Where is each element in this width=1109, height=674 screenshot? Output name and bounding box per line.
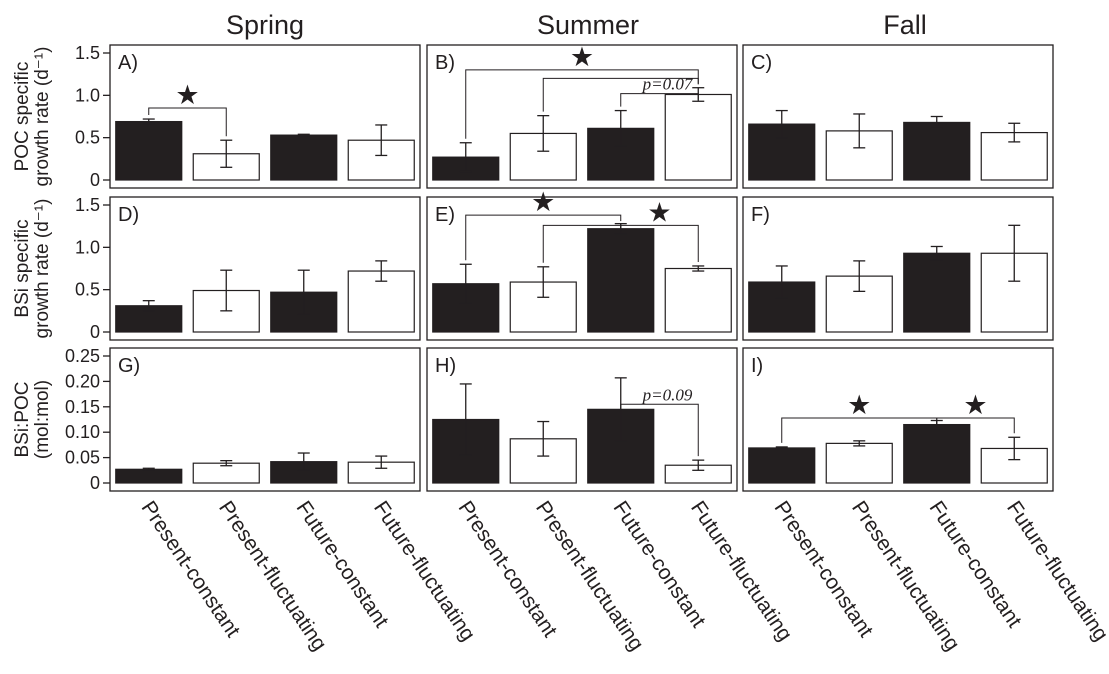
row-ylabel-line: growth rate (d⁻¹) [32,47,53,187]
panel-frame [109,196,421,341]
panel-d: D) [109,196,421,341]
row-ylabel-line: POC specific [12,62,33,172]
panel-c: C) [742,44,1054,189]
significance-star: ★ [647,197,671,227]
bar-present-fluctuating [825,442,893,484]
panel-label: I) [751,355,763,377]
p-value-label: p=0.07 [642,75,694,94]
y-tick-label: 0.5 [75,128,100,148]
panel-label: F) [751,204,770,226]
panel-label: A) [118,52,138,74]
y-tick-label: 0.10 [65,422,100,442]
season-title-spring: Spring [226,10,304,40]
bar-future-fluctuating [664,267,732,333]
y-tick-label: 0.20 [65,371,100,391]
panel-a: A) ★ [109,44,421,189]
panel-label: D) [118,204,139,226]
y-tick-label: 1.5 [75,43,100,63]
panel-e: E) ★ ★ [426,187,738,341]
panel-g: G) [109,347,421,492]
y-tick-label: 1.0 [75,85,100,105]
y-tick-label: 0 [90,322,100,342]
p-value-label: p=0.09 [642,385,693,404]
panel-label: C) [751,52,772,74]
panel-frame [742,44,1054,189]
bar-future-fluctuating [347,139,415,181]
panel-frame [426,44,738,189]
y-axis-row-2: 0 0.5 1.0 1.5 [75,195,110,342]
bar-future-fluctuating [664,93,732,181]
season-titles: Spring Summer Fall [226,10,927,40]
significance-bracket [936,417,1015,434]
row-ylabel-line: growth rate (d⁻¹) [32,199,53,339]
significance-star: ★ [963,390,987,420]
panel-frame [109,44,421,189]
row-ylabel-1: POC specific growth rate (d⁻¹) [12,47,53,187]
bar-future-constant [903,423,971,484]
season-title-summer: Summer [537,10,639,40]
significance-bracket [465,214,622,261]
row-ylabel-line: (mol:mol) [32,380,53,459]
plot-area: POC specific growth rate (d⁻¹) 00.51.01.5 A… [12,42,1109,655]
panel-label: G) [118,355,140,377]
y-tick-label: 0 [90,170,100,190]
row-ylabel-2: BSi specific growth rate (d⁻¹) [12,199,53,339]
significance-bracket [148,107,227,137]
panel-h: H) p=0.09 [426,347,738,492]
significance-bracket [465,69,699,139]
y-tick-label: 0 [90,473,100,493]
panel-i: I) ★ ★ [742,347,1054,492]
panel-label: E) [435,204,455,226]
y-tick-label: 0.25 [65,346,100,366]
panel-label: H) [435,355,456,377]
panel-frame [742,196,1054,341]
row-ylabel-line: BSi specific [12,219,33,317]
bar-future-constant [903,121,971,181]
y-tick-label: 0.15 [65,397,100,417]
y-tick-label: 1.5 [75,195,100,215]
bar-future-constant [903,252,971,333]
bar-future-constant [270,134,338,181]
significance-star: ★ [570,42,594,72]
significance-star: ★ [531,187,555,217]
season-title-fall: Fall [883,10,927,40]
bar-future-constant [587,228,655,333]
significance-bracket [620,93,699,107]
row-ylabel-line: BSi:POC [12,381,33,457]
y-tick-label: 0.5 [75,280,100,300]
significance-star: ★ [847,390,871,420]
bar-future-fluctuating [980,252,1048,333]
y-tick-label: 1.0 [75,237,100,257]
row-ylabel-3: BSi:POC (mol:mol) [12,380,53,459]
bar-present-constant [748,447,816,484]
significance-bracket [620,403,699,457]
significance-star: ★ [175,80,199,110]
panel-label: B) [435,52,455,74]
y-axis-row-3: 0 0.05 0.10 0.15 0.20 0.25 [65,346,110,493]
panel-b: B) ★ p=0.07 [426,42,738,189]
bar-present-constant [115,120,183,181]
significance-bracket [542,77,699,112]
y-tick-label: 0.05 [65,448,100,468]
bar-present-constant [115,468,183,484]
y-axis-row-1: 0 0.5 1.0 1.5 [75,43,110,190]
panel-frame [742,347,1054,492]
panel-f: F) [742,196,1054,341]
significance-bracket [620,224,699,262]
panel-frame [426,196,738,341]
panel-frame [426,347,738,492]
panel-frame [109,347,421,492]
